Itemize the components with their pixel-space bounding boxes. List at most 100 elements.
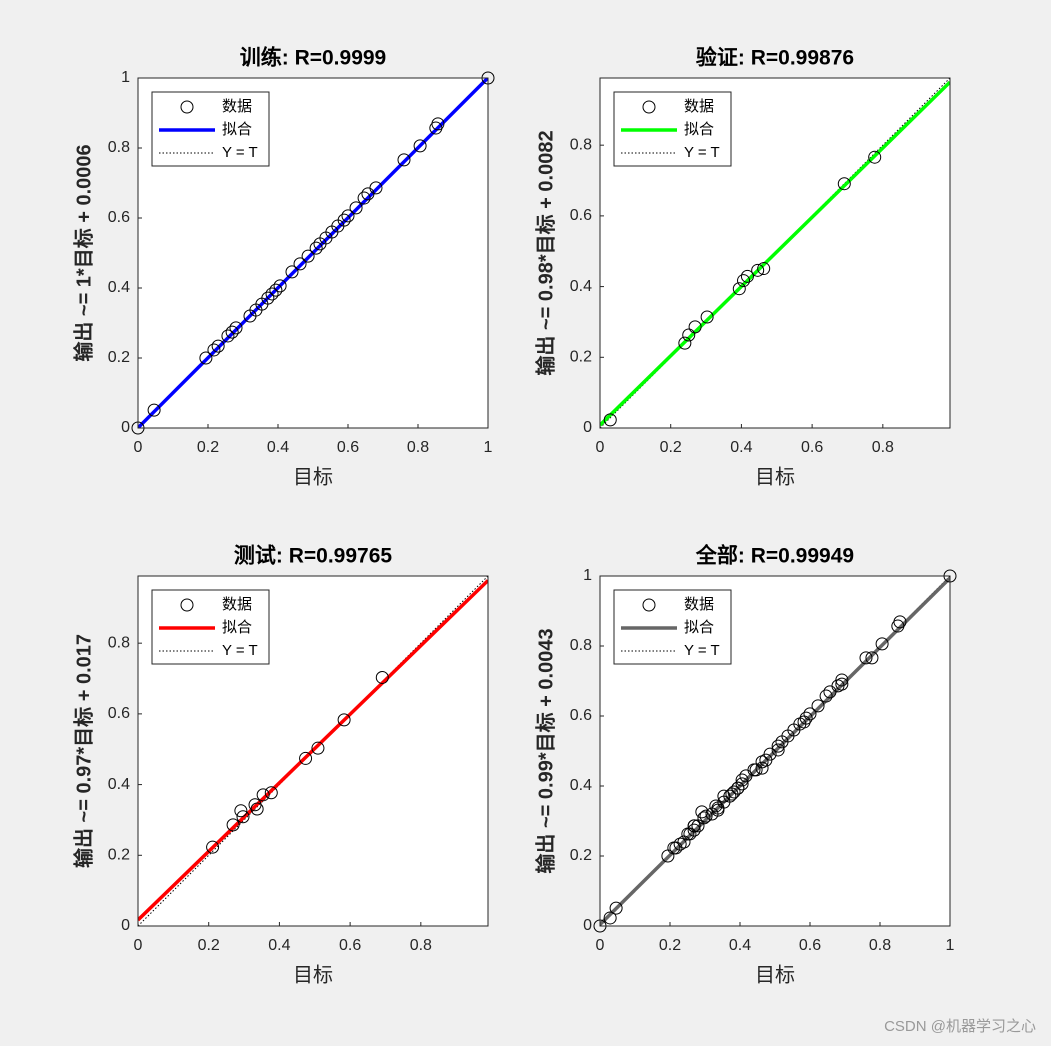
data-point — [273, 279, 287, 293]
data-point — [687, 823, 701, 837]
x-tick-label: 0.4 — [267, 439, 289, 456]
x-tick-label: 0 — [134, 937, 143, 954]
y-tick-label: 0.4 — [108, 776, 130, 793]
data-point — [681, 827, 695, 841]
data-point — [677, 835, 691, 849]
data-point — [717, 789, 731, 803]
watermark: CSDN @机器学习之心 — [884, 1018, 1036, 1035]
legend-marker — [180, 100, 194, 114]
axes-box — [599, 77, 951, 429]
data-point — [740, 269, 754, 283]
y-tick-label: 0.8 — [108, 634, 130, 651]
x-tick-label: 1 — [484, 439, 493, 456]
data-point — [609, 901, 623, 915]
x-tick-label: 0.4 — [268, 937, 290, 954]
x-axis-label: 目标 — [755, 465, 795, 488]
fit-line — [600, 80, 950, 427]
data-point — [250, 802, 264, 816]
y-tick-label: 0.6 — [108, 705, 130, 722]
legend-label: 拟合 — [222, 619, 252, 636]
data-point — [687, 819, 701, 833]
x-tick-label: 0.6 — [799, 937, 821, 954]
legend-label: Y = T — [222, 642, 258, 659]
y-axis-label: 输出 ~= 0.97*目标 + 0.017 — [71, 634, 95, 868]
x-tick-label: 0 — [134, 439, 143, 456]
y-tick-label: 0.6 — [570, 707, 592, 724]
x-axis-label: 目标 — [755, 963, 795, 986]
data-point — [293, 257, 307, 271]
data-point — [868, 150, 882, 164]
data-point — [797, 715, 811, 729]
x-tick-label: 1 — [946, 937, 955, 954]
legend-label: Y = T — [222, 144, 258, 161]
data-point — [711, 803, 725, 817]
y-tick-label: 0 — [583, 419, 592, 436]
x-tick-label: 0.2 — [660, 439, 682, 456]
data-point — [603, 413, 617, 427]
y-tick-label: 0 — [583, 917, 592, 934]
data-point — [236, 810, 250, 824]
chart-title: 全部: R=0.99949 — [695, 544, 854, 568]
y-tick-label: 0.8 — [570, 637, 592, 654]
data-point — [147, 403, 161, 417]
data-point — [265, 287, 279, 301]
axes-box — [137, 77, 489, 429]
legend-label: 数据 — [222, 596, 252, 613]
data-point — [835, 673, 849, 687]
data-point — [749, 763, 763, 777]
legend-marker — [180, 598, 194, 612]
y-tick-label: 0.4 — [570, 777, 592, 794]
data-point — [688, 320, 702, 334]
y-tick-label: 0 — [121, 917, 130, 934]
y-tick-label: 0.2 — [570, 847, 592, 864]
data-point — [234, 804, 248, 818]
data-point — [206, 840, 220, 854]
y-axis-label: 输出 ~= 0.98*目标 + 0.0082 — [533, 130, 557, 375]
data-point — [226, 818, 240, 832]
x-axis-label: 目标 — [293, 465, 333, 488]
data-point — [397, 153, 411, 167]
legend-label: 拟合 — [684, 121, 714, 138]
x-tick-label: 0 — [596, 937, 605, 954]
x-tick-label: 0.6 — [337, 439, 359, 456]
data-point — [229, 321, 243, 335]
data-point — [369, 181, 383, 195]
x-tick-label: 0.2 — [197, 439, 219, 456]
data-point — [309, 241, 323, 255]
plot-clip — [600, 78, 950, 428]
data-point — [667, 841, 681, 855]
chart-title: 验证: R=0.99876 — [696, 46, 854, 70]
chart-title: 测试: R=0.99765 — [234, 545, 392, 568]
data-point — [299, 751, 313, 765]
data-point — [431, 117, 445, 131]
data-point — [349, 201, 363, 215]
data-point — [207, 343, 221, 357]
data-point — [199, 351, 213, 365]
x-tick-label: 0.8 — [869, 937, 891, 954]
data-point — [700, 310, 714, 324]
data-point — [819, 689, 833, 703]
data-point — [603, 911, 617, 925]
data-point — [837, 177, 851, 191]
x-tick-label: 0.2 — [198, 937, 220, 954]
fit-line — [138, 579, 488, 922]
data-point — [757, 262, 771, 276]
y-axis-label: 输出 ~= 0.99*目标 + 0.0043 — [533, 628, 557, 873]
y-tick-label: 1 — [583, 567, 592, 584]
x-tick-label: 0.6 — [339, 937, 361, 954]
x-tick-label: 0.4 — [729, 937, 751, 954]
data-point — [739, 769, 753, 783]
legend-label: 数据 — [684, 98, 714, 115]
legend-label: 拟合 — [684, 619, 714, 636]
data-point — [264, 786, 278, 800]
data-point — [859, 651, 873, 665]
data-point — [725, 787, 739, 801]
data-point — [337, 713, 351, 727]
data-point — [375, 670, 389, 684]
y-tick-label: 0.2 — [570, 349, 592, 366]
data-point — [413, 139, 427, 153]
y-tick-label: 0.4 — [570, 278, 592, 295]
chart-title: 训练: R=0.9999 — [240, 46, 387, 70]
x-tick-label: 0.2 — [659, 937, 681, 954]
